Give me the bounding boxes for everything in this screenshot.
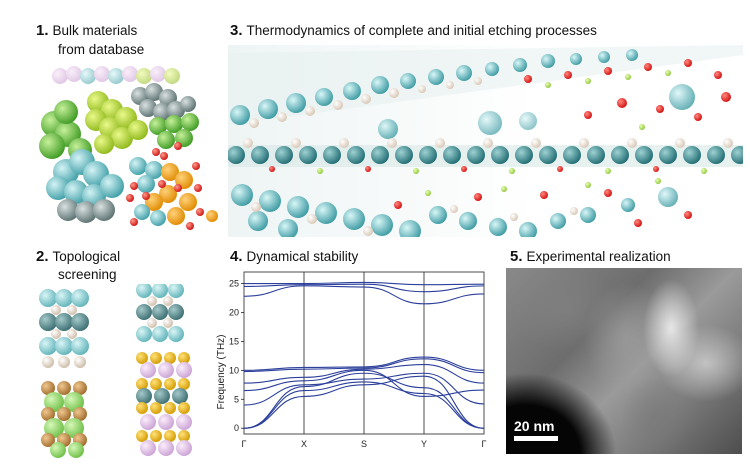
panel-1-title: 1. Bulk materials: [36, 23, 137, 39]
phonon-branch-11: [244, 281, 485, 286]
phonon-branch-4: [243, 372, 485, 406]
phonon-branch-10: [243, 283, 485, 293]
y-tick-label: 5: [234, 394, 239, 404]
y-tick-label: 15: [229, 336, 239, 346]
y-tick-label: 25: [229, 279, 239, 289]
panel-4-title: 4. Dynamical stability: [230, 249, 358, 265]
panel-2-title-line2: screening: [58, 267, 117, 282]
phonon-branch-2: [243, 381, 485, 429]
panel-2-title: 2. Topological: [36, 249, 120, 265]
panel-2-title-line1: Topological: [52, 249, 121, 264]
x-tick-label: Y: [421, 439, 427, 449]
panel-4-number: 4.: [230, 248, 243, 265]
panel-5-title: 5. Experimental realization: [510, 249, 671, 265]
phonon-branch-8: [243, 356, 485, 371]
gap-region-atoms: [378, 84, 731, 139]
x-tick-label: X: [301, 439, 307, 449]
phonon-branch-9: [243, 285, 485, 305]
panel-5-number: 5.: [510, 248, 523, 265]
phonon-branch-1: [243, 375, 485, 429]
stack-c: [41, 381, 87, 458]
middle-layer-atoms: [228, 138, 743, 174]
y-tick-label: 10: [229, 365, 239, 375]
x-tick-label: Γ: [242, 439, 247, 449]
x-tick-label: Γ: [482, 439, 487, 449]
panel-4-title-text: Dynamical stability: [246, 249, 359, 264]
etching-process-illustration: [228, 45, 743, 237]
panel-1-number: 1.: [36, 22, 49, 39]
x-tick-label: S: [361, 439, 367, 449]
panel-3-title-text: Thermodynamics of complete and initial e…: [246, 23, 597, 38]
phonon-branch-3: [243, 372, 485, 429]
phonon-branch-7: [243, 358, 485, 374]
panel-3-title: 3. Thermodynamics of complete and initial…: [230, 23, 597, 39]
panel-2-number: 2.: [36, 248, 49, 265]
scale-bar-label: 20 nm: [514, 418, 555, 434]
lower-layer-atoms: [231, 178, 692, 237]
panel-3-number: 3.: [230, 22, 243, 39]
y-tick-label: 0: [234, 423, 239, 433]
panel-5-title-text: Experimental realization: [526, 249, 671, 264]
stack-a: [39, 289, 89, 368]
bulk-materials-illustration: [39, 66, 218, 230]
panel-1-title-line2: from database: [58, 42, 145, 57]
stack-d: [136, 352, 192, 456]
topological-screening-illustration: [39, 284, 192, 458]
panel-1-title-line1: Bulk materials: [52, 23, 138, 38]
phonon-branch-6: [243, 364, 485, 384]
upper-layer-atoms: [230, 49, 722, 128]
phonon-branch-5: [243, 369, 485, 397]
y-axis-label: Frequency (THz): [216, 334, 227, 409]
scale-bar: [514, 436, 558, 441]
y-tick-label: 20: [229, 308, 239, 318]
stack-b: [136, 284, 184, 342]
